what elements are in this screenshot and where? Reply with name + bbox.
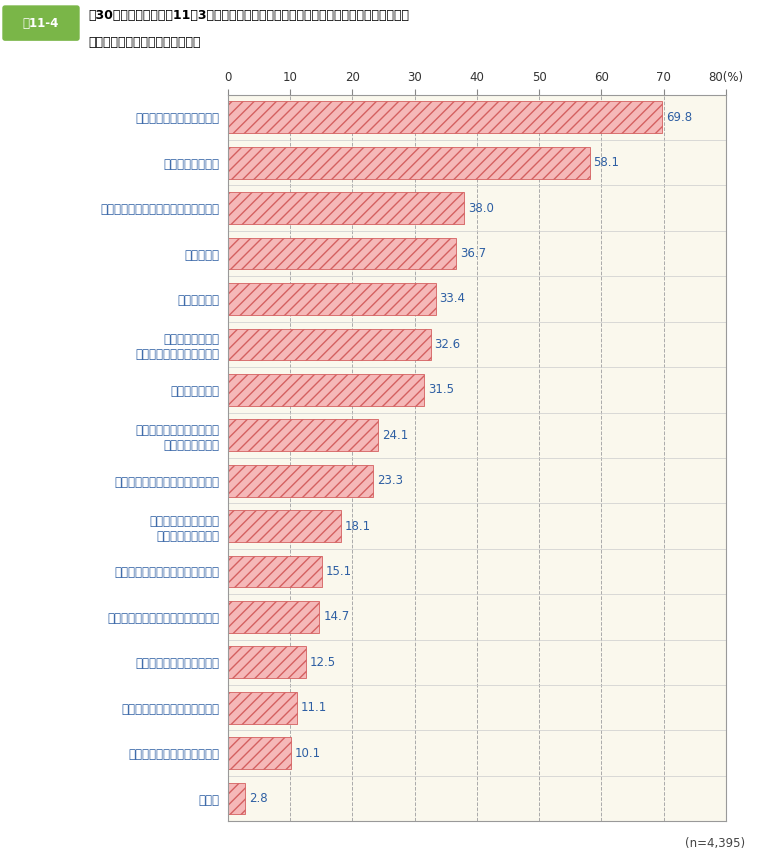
Text: 38.0: 38.0 xyxy=(468,201,494,215)
Bar xyxy=(228,101,662,133)
Text: 33.4: 33.4 xyxy=(439,292,466,305)
Bar xyxy=(228,237,456,269)
Text: 、30代職員調査】（囱11－3で「いる」と回答した者に対し）どのような点で目標にしよ: 、30代職員調査】（囱11－3で「いる」と回答した者に対し）どのような点で目標に… xyxy=(88,9,409,22)
Text: 18.1: 18.1 xyxy=(344,519,370,532)
Bar xyxy=(228,464,373,496)
Bar xyxy=(228,601,319,633)
Text: 31.5: 31.5 xyxy=(428,384,454,396)
Text: (n=4,395): (n=4,395) xyxy=(685,837,745,850)
Text: 58.1: 58.1 xyxy=(594,157,619,169)
FancyBboxPatch shape xyxy=(3,6,79,40)
Bar xyxy=(228,510,340,542)
Text: 11.1: 11.1 xyxy=(301,701,327,715)
Bar xyxy=(228,647,306,679)
Text: 10.1: 10.1 xyxy=(295,746,321,759)
Text: 36.7: 36.7 xyxy=(460,247,486,260)
Text: 2.8: 2.8 xyxy=(249,792,268,805)
Text: 15.1: 15.1 xyxy=(326,565,352,578)
Text: 69.8: 69.8 xyxy=(666,111,692,124)
Bar xyxy=(228,420,378,452)
Text: 23.3: 23.3 xyxy=(377,474,403,487)
Bar xyxy=(228,691,297,723)
Bar xyxy=(228,147,590,179)
Bar xyxy=(228,783,245,814)
Bar xyxy=(228,374,424,406)
Text: 囱11-4: 囱11-4 xyxy=(23,16,59,29)
Text: うと感じたか（５つまで回答可）: うと感じたか（５つまで回答可） xyxy=(88,35,201,49)
Bar xyxy=(228,737,291,769)
Bar xyxy=(228,283,435,315)
Bar xyxy=(228,329,431,360)
Text: 14.7: 14.7 xyxy=(323,611,350,624)
Text: 24.1: 24.1 xyxy=(382,429,408,442)
Bar xyxy=(228,556,322,587)
Bar xyxy=(228,193,464,224)
Text: 32.6: 32.6 xyxy=(435,338,461,351)
Text: 12.5: 12.5 xyxy=(309,656,336,669)
